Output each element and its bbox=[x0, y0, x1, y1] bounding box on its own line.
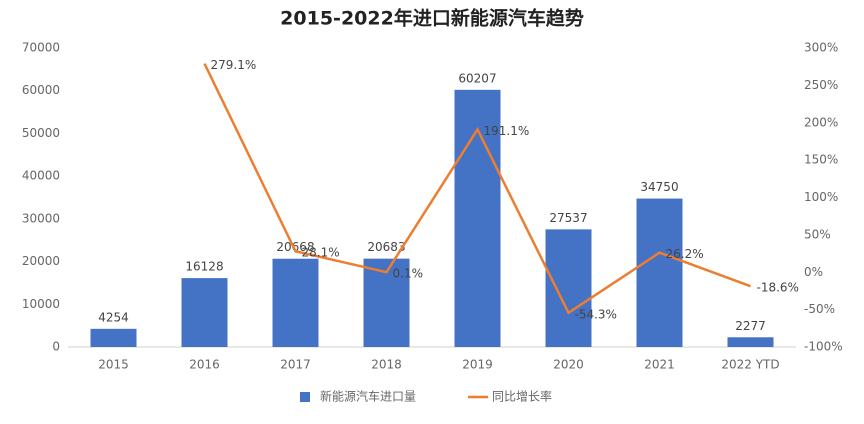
y2-tick-label: 100% bbox=[804, 190, 838, 204]
x-tick-label: 2015 bbox=[98, 358, 129, 372]
bar bbox=[454, 89, 501, 347]
bar bbox=[181, 278, 228, 347]
line bbox=[203, 63, 751, 315]
chart-title: 2015-2022年进口新能源汽车趋势 bbox=[280, 7, 584, 30]
value-label: 2277 bbox=[735, 319, 766, 333]
y-tick-label: 40000 bbox=[22, 169, 60, 183]
y-tick-label: 10000 bbox=[22, 297, 60, 311]
value-label: 34750 bbox=[640, 180, 678, 194]
bar bbox=[272, 258, 319, 347]
y-tick-label: 20000 bbox=[22, 254, 60, 268]
x-tick-label: 2016 bbox=[189, 358, 220, 372]
x-tick-label: 2022 YTD bbox=[721, 358, 779, 372]
bar bbox=[545, 229, 592, 347]
y-tick-label: 70000 bbox=[22, 41, 60, 55]
value-label: 191.1% bbox=[484, 124, 530, 138]
x-tick-label: 2017 bbox=[280, 358, 311, 372]
value-label: -18.6% bbox=[757, 281, 799, 295]
bar bbox=[636, 198, 683, 347]
y2-tick-label: 200% bbox=[804, 115, 838, 129]
y2-tick-label: 150% bbox=[804, 153, 838, 167]
y2-tick-label: -50% bbox=[804, 302, 835, 316]
legend-label: 新能源汽车进口量 bbox=[320, 389, 416, 404]
y-tick-label: 60000 bbox=[22, 83, 60, 97]
value-label: -54.3% bbox=[575, 307, 617, 321]
y2-tick-label: -100% bbox=[804, 340, 843, 354]
y-tick-label: 30000 bbox=[22, 211, 60, 225]
legend-swatch bbox=[300, 392, 310, 402]
value-label: 27537 bbox=[549, 211, 587, 225]
value-label: 0.1% bbox=[393, 267, 424, 281]
y-tick-label: 0 bbox=[52, 340, 60, 354]
y2-tick-label: 50% bbox=[804, 227, 831, 241]
y-tick-label: 50000 bbox=[22, 126, 60, 140]
value-label: 60207 bbox=[458, 71, 496, 85]
x-tick-label: 2018 bbox=[371, 358, 402, 372]
y2-tick-label: 250% bbox=[804, 78, 838, 92]
value-label: 20683 bbox=[367, 240, 405, 254]
x-tick-label: 2019 bbox=[462, 358, 493, 372]
legend-label: 同比增长率 bbox=[492, 389, 552, 404]
bar bbox=[727, 337, 774, 347]
x-tick-label: 2020 bbox=[553, 358, 584, 372]
bar bbox=[90, 328, 137, 347]
value-label: 28.1% bbox=[302, 246, 340, 260]
value-label: 16128 bbox=[185, 260, 223, 274]
y2-tick-label: 0% bbox=[804, 265, 823, 279]
x-tick-label: 2021 bbox=[644, 358, 675, 372]
value-label: 279.1% bbox=[211, 58, 257, 72]
value-label: 20668 bbox=[276, 240, 314, 254]
value-label: 4254 bbox=[98, 310, 129, 324]
value-label: 26.2% bbox=[666, 247, 704, 261]
y2-tick-label: 300% bbox=[804, 41, 838, 55]
